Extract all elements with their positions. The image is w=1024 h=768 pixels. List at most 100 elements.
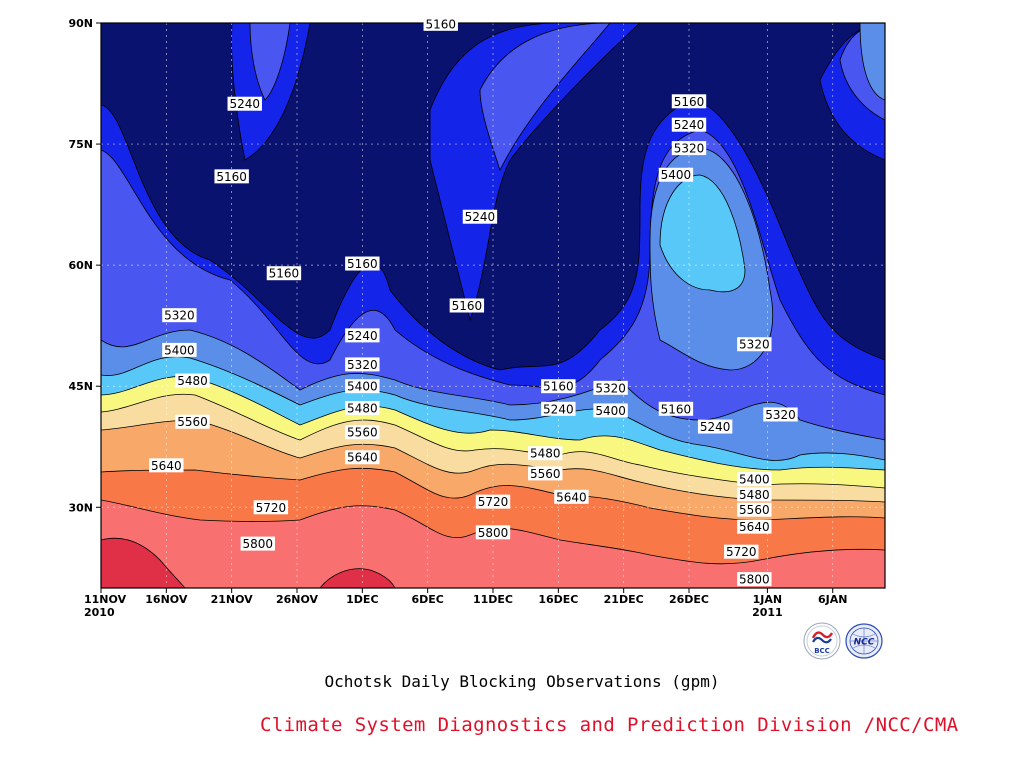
contour-label: 5240 (345, 328, 380, 343)
contour-label-box (697, 419, 733, 434)
y-tick-label: 90N (68, 17, 93, 30)
contour-label-box (763, 407, 798, 422)
contour-label-text: 5240 (700, 420, 731, 434)
contour-label-text: 5720 (726, 545, 757, 559)
contour-label-text: 5560 (530, 467, 561, 481)
contour-label-text: 5320 (164, 309, 195, 323)
contour-label-text: 5160 (452, 299, 483, 313)
contour-label-text: 5640 (347, 451, 378, 465)
contour-label-text: 5480 (530, 447, 561, 461)
contour-label-box (528, 446, 563, 461)
contour-label: 5720 (724, 544, 759, 559)
contour-label: 5160 (266, 266, 302, 281)
band-above-5800-west (101, 537, 186, 588)
plot-area (101, 23, 885, 588)
band-5240-tongue (479, 23, 611, 172)
contour-label-box (449, 298, 485, 313)
contour-label: 5400 (345, 379, 380, 394)
contour-label-text: 5800 (739, 573, 770, 587)
band-above-5800-mid (319, 568, 396, 588)
contour-label-text: 5320 (595, 381, 626, 395)
contour-label-text: 5240 (347, 329, 378, 343)
contour-label-box (737, 502, 772, 517)
contour-label: 5400 (737, 472, 772, 487)
x-tick-label: 11DEC (473, 593, 513, 606)
contour-label: 5640 (149, 458, 184, 473)
contour-label: 5800 (737, 572, 772, 587)
contour-label: 5320 (345, 357, 380, 372)
contour-label-box (658, 401, 694, 416)
contour-label-text: 5560 (177, 415, 208, 429)
contour-label-box (240, 536, 275, 551)
contour-label-text: 5160 (661, 402, 692, 416)
contour-label: 5480 (345, 401, 380, 416)
contour-label-box (724, 544, 759, 559)
contour-label-box (737, 337, 772, 352)
contour-label-box (541, 379, 576, 394)
contour-label-text: 5640 (556, 490, 587, 504)
credit-line: Climate System Diagnostics and Predictio… (260, 714, 959, 736)
x-tick-label: 26NOV (276, 593, 319, 606)
contour-label-text: 5720 (478, 495, 509, 509)
y-tick-label: 75N (68, 138, 93, 151)
contour-label-text: 5160 (674, 95, 705, 109)
contour-label-box (737, 487, 772, 502)
contour-label: 5320 (671, 141, 707, 156)
contour-label: 5160 (423, 16, 458, 31)
contour-label-box (737, 572, 772, 587)
contour-label-text: 5320 (674, 142, 705, 156)
contour-label: 5400 (593, 403, 628, 418)
contour-label-box (593, 380, 628, 395)
contour-label-box (345, 401, 380, 416)
contour-label-box (345, 450, 380, 465)
contour-label: 5160 (345, 256, 380, 271)
contour-label-box (671, 141, 707, 156)
contour-label: 5560 (737, 502, 772, 517)
bcc-logo: BCC (803, 622, 841, 660)
x-tick-label: 11NOV 2010 (84, 593, 127, 619)
contour-label: 5320 (763, 407, 798, 422)
contour-label-text: 5240 (229, 97, 260, 111)
x-tick-label: 1JAN 2011 (752, 593, 783, 619)
contour-label-text: 5240 (674, 118, 705, 132)
ncc-logo-text: NCC (854, 638, 875, 648)
contour-label-box (175, 373, 210, 388)
contour-label-text: 5320 (739, 338, 770, 352)
x-tick-label: 6DEC (411, 593, 443, 606)
contour-label-box (528, 466, 563, 481)
contour-label: 5640 (554, 489, 589, 504)
contour-label-box (175, 414, 210, 429)
contour-label-box (671, 94, 707, 109)
contour-label-text: 5160 (347, 257, 378, 271)
contour-label: 5800 (240, 536, 275, 551)
contour-label: 5400 (162, 342, 197, 357)
contour-label-text: 5560 (739, 503, 770, 517)
contour-label-text: 5480 (347, 402, 378, 416)
contour-label-text: 5320 (347, 358, 378, 372)
contour-label-box (227, 96, 262, 111)
contour-label-text: 5800 (243, 537, 274, 551)
y-tick-label: 45N (68, 380, 93, 393)
contour-label: 5560 (528, 466, 563, 481)
contour-label: 5320 (737, 337, 772, 352)
contour-label-box (214, 169, 249, 184)
contour-label-text: 5160 (216, 170, 247, 184)
chart-caption: Ochotsk Daily Blocking Observations (gpm… (324, 672, 720, 691)
contour-label-box (475, 525, 511, 540)
contour-label: 5400 (658, 167, 694, 182)
contour-label: 5640 (345, 450, 380, 465)
contour-label-text: 5400 (347, 380, 378, 394)
contour-label: 5560 (175, 414, 210, 429)
contour-label-text: 5400 (164, 343, 195, 357)
contour-label: 5160 (671, 94, 707, 109)
contour-label-box (593, 403, 628, 418)
contour-label: 5240 (462, 209, 498, 224)
contour-label-box (266, 266, 302, 281)
contour-label-box (162, 342, 197, 357)
contour-label: 5160 (449, 298, 485, 313)
contour-label: 5480 (737, 487, 772, 502)
x-tick-label: 6JAN (818, 593, 847, 606)
y-tick-label: 60N (68, 259, 93, 272)
contour-label-box (671, 117, 707, 132)
